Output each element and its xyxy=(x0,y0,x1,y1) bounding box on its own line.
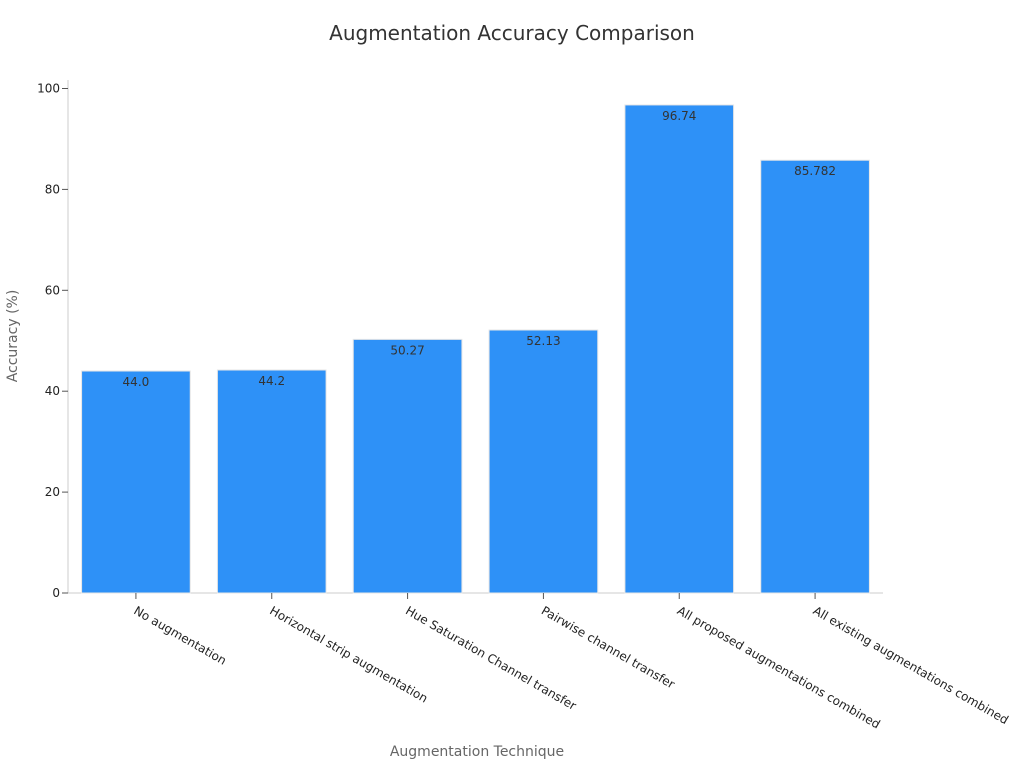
chart-title: Augmentation Accuracy Comparison xyxy=(329,21,695,45)
bar-value-label: 52.13 xyxy=(526,334,560,348)
bar xyxy=(760,159,870,594)
bar xyxy=(352,338,463,594)
x-tick-label: Horizontal strip augmentation xyxy=(267,603,430,705)
y-tick-label: 40 xyxy=(45,384,60,398)
y-tick-label: 20 xyxy=(45,485,60,499)
x-tick-label: Pairwise channel transfer xyxy=(539,603,677,691)
plot-area: 0 20 40 60 80 100 44.0 No augmentation 44.2 Horiz… xyxy=(37,80,1011,732)
bar-value-label: 44.0 xyxy=(123,375,150,389)
y-tick-label: 100 xyxy=(37,82,60,96)
bar xyxy=(624,104,735,594)
y-tick-label: 60 xyxy=(45,283,60,297)
bar-value-label: 50.27 xyxy=(390,343,424,357)
y-axis-title: Accuracy (%) xyxy=(5,290,21,383)
y-tick-label: 0 xyxy=(52,586,60,600)
bar xyxy=(488,329,599,594)
bar-value-label: 44.2 xyxy=(258,374,285,388)
bar xyxy=(216,369,327,594)
x-tick-label: No augmentation xyxy=(131,603,228,667)
bar-value-label: 85.782 xyxy=(794,164,836,178)
bar xyxy=(81,370,191,594)
x-axis-title: Augmentation Technique xyxy=(390,744,564,760)
bar-value-label: 96.74 xyxy=(662,109,696,123)
y-tick-label: 80 xyxy=(45,182,60,196)
